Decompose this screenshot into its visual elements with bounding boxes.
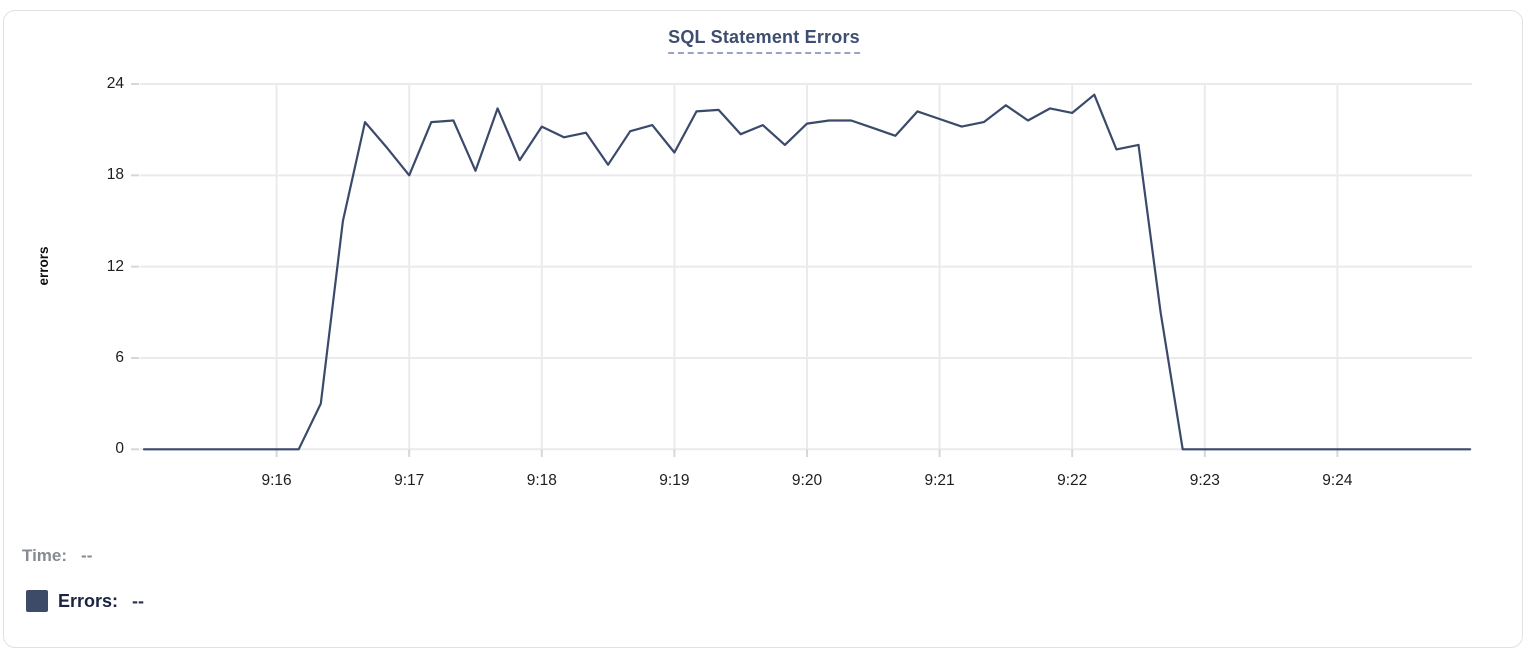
legend-errors-label: Errors: <box>58 590 119 611</box>
x-tick-label: 9:17 <box>394 472 425 489</box>
y-tick-label: 0 <box>115 440 124 458</box>
legend-time-value: -- <box>81 546 93 565</box>
y-tick-label: 24 <box>106 75 124 92</box>
legend-time-row: Time: -- <box>22 545 92 567</box>
x-tick-label: 9:20 <box>791 472 823 489</box>
legend-errors-value: -- <box>132 590 145 611</box>
y-tick-label: 12 <box>106 257 124 275</box>
chart-card <box>3 10 1523 648</box>
y-tick-label: 18 <box>106 166 124 184</box>
errors-line-chart[interactable] <box>0 0 1528 520</box>
x-tick-label: 9:21 <box>924 472 955 489</box>
x-tick-label: 9:24 <box>1322 472 1353 489</box>
x-tick-label: 9:16 <box>261 472 292 489</box>
y-axis-title: errors <box>36 246 51 286</box>
x-tick-label: 9:22 <box>1057 472 1088 489</box>
legend-time-label: Time: <box>22 546 68 565</box>
y-tick-label: 6 <box>115 348 124 366</box>
x-tick-label: 9:23 <box>1189 472 1220 489</box>
x-tick-label: 9:18 <box>526 472 557 489</box>
errors-series-line <box>142 93 1472 451</box>
x-tick-label: 9:19 <box>659 472 690 489</box>
errors-series-swatch <box>26 590 48 612</box>
chart-title[interactable]: SQL Statement Errors <box>668 27 860 54</box>
legend-errors-row: Errors: -- <box>26 589 144 613</box>
